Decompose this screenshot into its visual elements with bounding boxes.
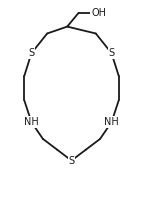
Text: OH: OH — [91, 8, 106, 18]
Text: S: S — [68, 156, 75, 165]
Text: S: S — [109, 48, 115, 58]
Text: S: S — [28, 48, 34, 58]
Text: NH: NH — [24, 117, 39, 127]
Text: NH: NH — [104, 117, 119, 127]
